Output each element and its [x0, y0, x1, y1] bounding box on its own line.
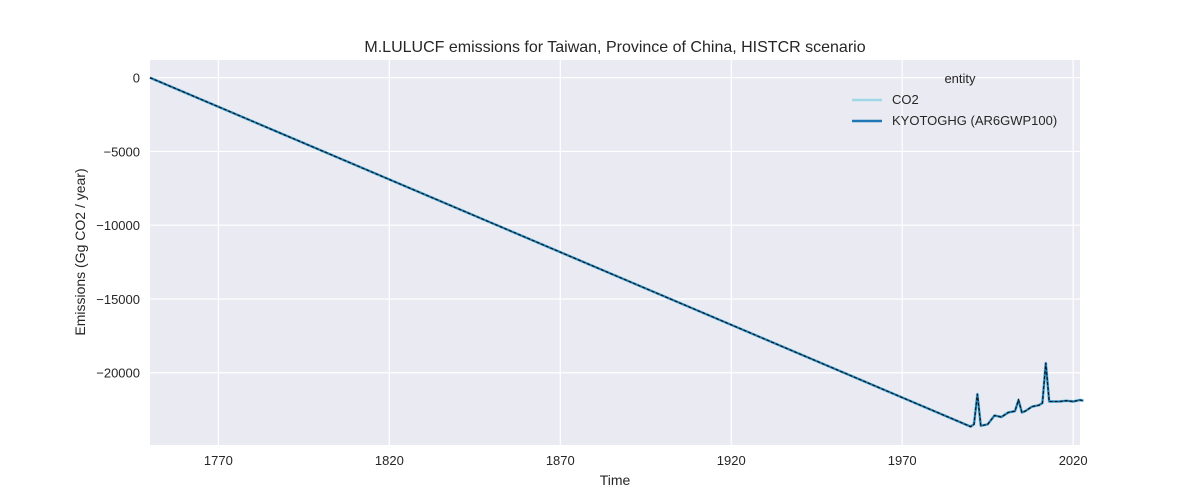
y-tick-label: −10000 — [96, 218, 140, 233]
x-tick-label: 1970 — [888, 453, 917, 468]
grid — [150, 60, 1080, 445]
x-tick-label: 1870 — [546, 453, 575, 468]
y-tick-label: −15000 — [96, 292, 140, 307]
x-tick-label: 1820 — [375, 453, 404, 468]
series-line-overlay-dashed — [149, 77, 1084, 428]
legend: entity CO2 KYOTOGHG (AR6GWP100) — [852, 71, 1057, 128]
x-tick-label: 2020 — [1059, 453, 1088, 468]
x-tick-label: 1920 — [717, 453, 746, 468]
x-tick-label: 1770 — [204, 453, 233, 468]
x-axis-label: Time — [600, 472, 631, 488]
y-tick-label: −20000 — [96, 366, 140, 381]
y-tick-label: −5000 — [103, 144, 140, 159]
chart-title: M.LULUCF emissions for Taiwan, Province … — [364, 39, 865, 56]
legend-label-kyotoghg: KYOTOGHG (AR6GWP100) — [892, 113, 1057, 128]
y-axis-ticks: 0 −5000 −10000 −15000 −20000 — [96, 71, 140, 381]
x-axis-ticks: 1770 1820 1870 1920 1970 2020 — [204, 453, 1088, 468]
legend-title: entity — [944, 71, 976, 86]
legend-label-co2: CO2 — [892, 92, 919, 107]
y-tick-label: 0 — [133, 71, 140, 86]
plot-area — [150, 60, 1080, 445]
y-axis-label: Emissions (Gg CO2 / year) — [72, 168, 88, 335]
series-layer — [149, 76, 1084, 429]
